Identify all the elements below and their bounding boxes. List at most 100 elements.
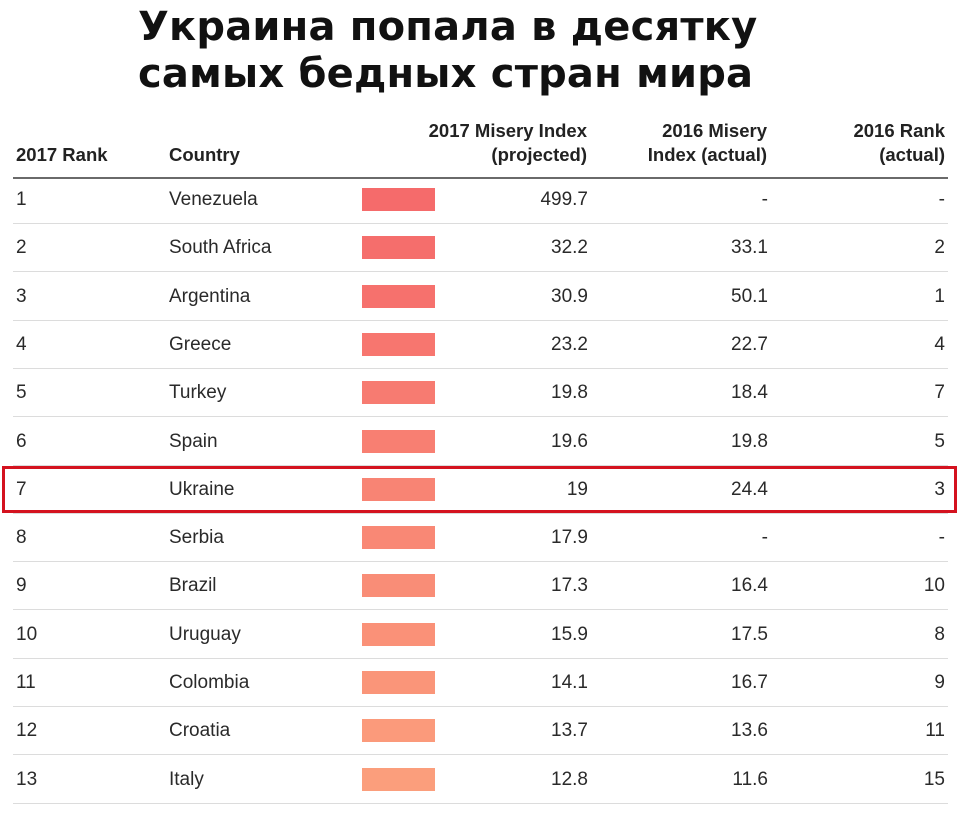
table-row: 13 Italy 12.8 11.6 15 <box>13 756 948 804</box>
cell-rank-2016: - <box>938 527 945 548</box>
cell-misery-2017: 14.1 <box>551 672 588 693</box>
cell-rank-2016: 9 <box>934 672 945 693</box>
header-rank-2016-line-2: (actual) <box>879 144 945 165</box>
table-row: 11 Colombia 14.1 16.7 9 <box>13 659 948 707</box>
cell-rank-2017: 9 <box>16 575 27 596</box>
cell-country: Italy <box>169 769 204 790</box>
cell-country: Croatia <box>169 720 231 741</box>
misery-bar <box>362 768 435 791</box>
cell-misery-2017: 15.9 <box>551 624 588 645</box>
cell-misery-2016: 16.7 <box>731 672 768 693</box>
cell-misery-2017: 13.7 <box>551 720 588 741</box>
header-misery-2017-line-2: (projected) <box>491 144 587 165</box>
cell-misery-2017: 30.9 <box>551 286 588 307</box>
row-divider <box>13 803 948 804</box>
header-misery-2016-line-1: 2016 Misery <box>662 120 767 141</box>
cell-country: Spain <box>169 431 218 452</box>
cell-misery-2017: 499.7 <box>540 189 588 210</box>
header-divider <box>13 177 948 179</box>
cell-rank-2017: 13 <box>16 769 38 790</box>
table-row: 10 Uruguay 15.9 17.5 8 <box>13 611 948 659</box>
cell-rank-2017: 3 <box>16 286 27 307</box>
row-divider <box>13 754 948 755</box>
cell-rank-2017: 8 <box>16 527 27 548</box>
cell-country: Serbia <box>169 527 224 548</box>
misery-bar <box>362 381 435 404</box>
cell-rank-2016: 5 <box>934 431 945 452</box>
row-divider <box>13 368 948 369</box>
cell-rank-2017: 6 <box>16 431 27 452</box>
cell-country: Brazil <box>169 575 217 596</box>
table-row: 6 Spain 19.6 19.8 5 <box>13 418 948 466</box>
row-divider <box>13 706 948 707</box>
ukraine-highlight-box <box>2 466 957 513</box>
table-row: 4 Greece 23.2 22.7 4 <box>13 321 948 369</box>
table-row: 8 Serbia 17.9 - - <box>13 514 948 562</box>
cell-country: Venezuela <box>169 189 258 210</box>
cell-rank-2016: 4 <box>934 334 945 355</box>
cell-rank-2016: 15 <box>923 769 945 790</box>
header-rank-2016: 2016 Rank (actual) <box>800 119 945 167</box>
cell-country: Uruguay <box>169 624 241 645</box>
cell-rank-2016: - <box>938 189 945 210</box>
misery-bar <box>362 526 435 549</box>
table-row: 5 Turkey 19.8 18.4 7 <box>13 369 948 417</box>
cell-rank-2016: 2 <box>934 237 945 258</box>
cell-country: Argentina <box>169 286 251 307</box>
cell-misery-2016: 11.6 <box>732 769 768 790</box>
cell-misery-2016: 16.4 <box>731 575 768 596</box>
cell-country: Turkey <box>169 382 227 403</box>
cell-misery-2017: 17.9 <box>551 527 588 548</box>
cell-rank-2017: 12 <box>16 720 38 741</box>
row-divider <box>13 465 948 466</box>
cell-rank-2017: 7 <box>16 479 27 500</box>
cell-misery-2017: 19.8 <box>551 382 588 403</box>
cell-misery-2016: 33.1 <box>731 237 768 258</box>
cell-misery-2016: 17.5 <box>731 624 768 645</box>
misery-bar <box>362 478 435 501</box>
cell-rank-2017: 11 <box>16 672 36 693</box>
header-rank-2017: 2017 Rank <box>16 144 108 165</box>
table-row: 7 Ukraine 19 24.4 3 <box>13 466 948 514</box>
cell-misery-2017: 19.6 <box>551 431 588 452</box>
table-row: 3 Argentina 30.9 50.1 1 <box>13 273 948 321</box>
cell-rank-2016: 1 <box>934 286 945 307</box>
table-row: 1 Venezuela 499.7 - - <box>13 176 948 224</box>
misery-bar <box>362 188 435 211</box>
table-row: 2 South Africa 32.2 33.1 2 <box>13 224 948 272</box>
misery-bar <box>362 574 435 597</box>
misery-bar <box>362 671 435 694</box>
cell-misery-2016: 24.4 <box>731 479 768 500</box>
cell-rank-2016: 10 <box>923 575 945 596</box>
cell-rank-2016: 11 <box>925 720 945 741</box>
row-divider <box>13 416 948 417</box>
row-divider <box>13 271 948 272</box>
header-misery-2017: 2017 Misery Index (projected) <box>380 119 587 167</box>
cell-misery-2016: - <box>761 527 768 548</box>
cell-rank-2017: 5 <box>16 382 27 403</box>
cell-rank-2017: 4 <box>16 334 27 355</box>
misery-bar <box>362 285 435 308</box>
cell-rank-2016: 8 <box>934 624 945 645</box>
table-row: 12 Croatia 13.7 13.6 11 <box>13 707 948 755</box>
cell-misery-2016: 50.1 <box>731 286 768 307</box>
cell-rank-2017: 2 <box>16 237 27 258</box>
headline-line-2: самых бедных стран мира <box>138 51 754 97</box>
cell-country: Colombia <box>169 672 250 693</box>
cell-country: Ukraine <box>169 479 235 500</box>
cell-misery-2017: 32.2 <box>551 237 588 258</box>
row-divider <box>13 320 948 321</box>
cell-rank-2016: 7 <box>934 382 945 403</box>
cell-misery-2017: 23.2 <box>551 334 588 355</box>
cell-misery-2017: 19 <box>566 479 588 500</box>
header-misery-2016: 2016 Misery Index (actual) <box>600 119 767 167</box>
cell-country: South Africa <box>169 237 272 258</box>
row-divider <box>13 561 948 562</box>
cell-rank-2017: 1 <box>16 189 27 210</box>
header-misery-2016-line-2: Index (actual) <box>647 144 767 165</box>
cell-misery-2016: 19.8 <box>731 431 768 452</box>
cell-rank-2016: 3 <box>934 479 945 500</box>
cell-rank-2017: 10 <box>16 624 38 645</box>
table-row: 9 Brazil 17.3 16.4 10 <box>13 562 948 610</box>
misery-bar <box>362 719 435 742</box>
